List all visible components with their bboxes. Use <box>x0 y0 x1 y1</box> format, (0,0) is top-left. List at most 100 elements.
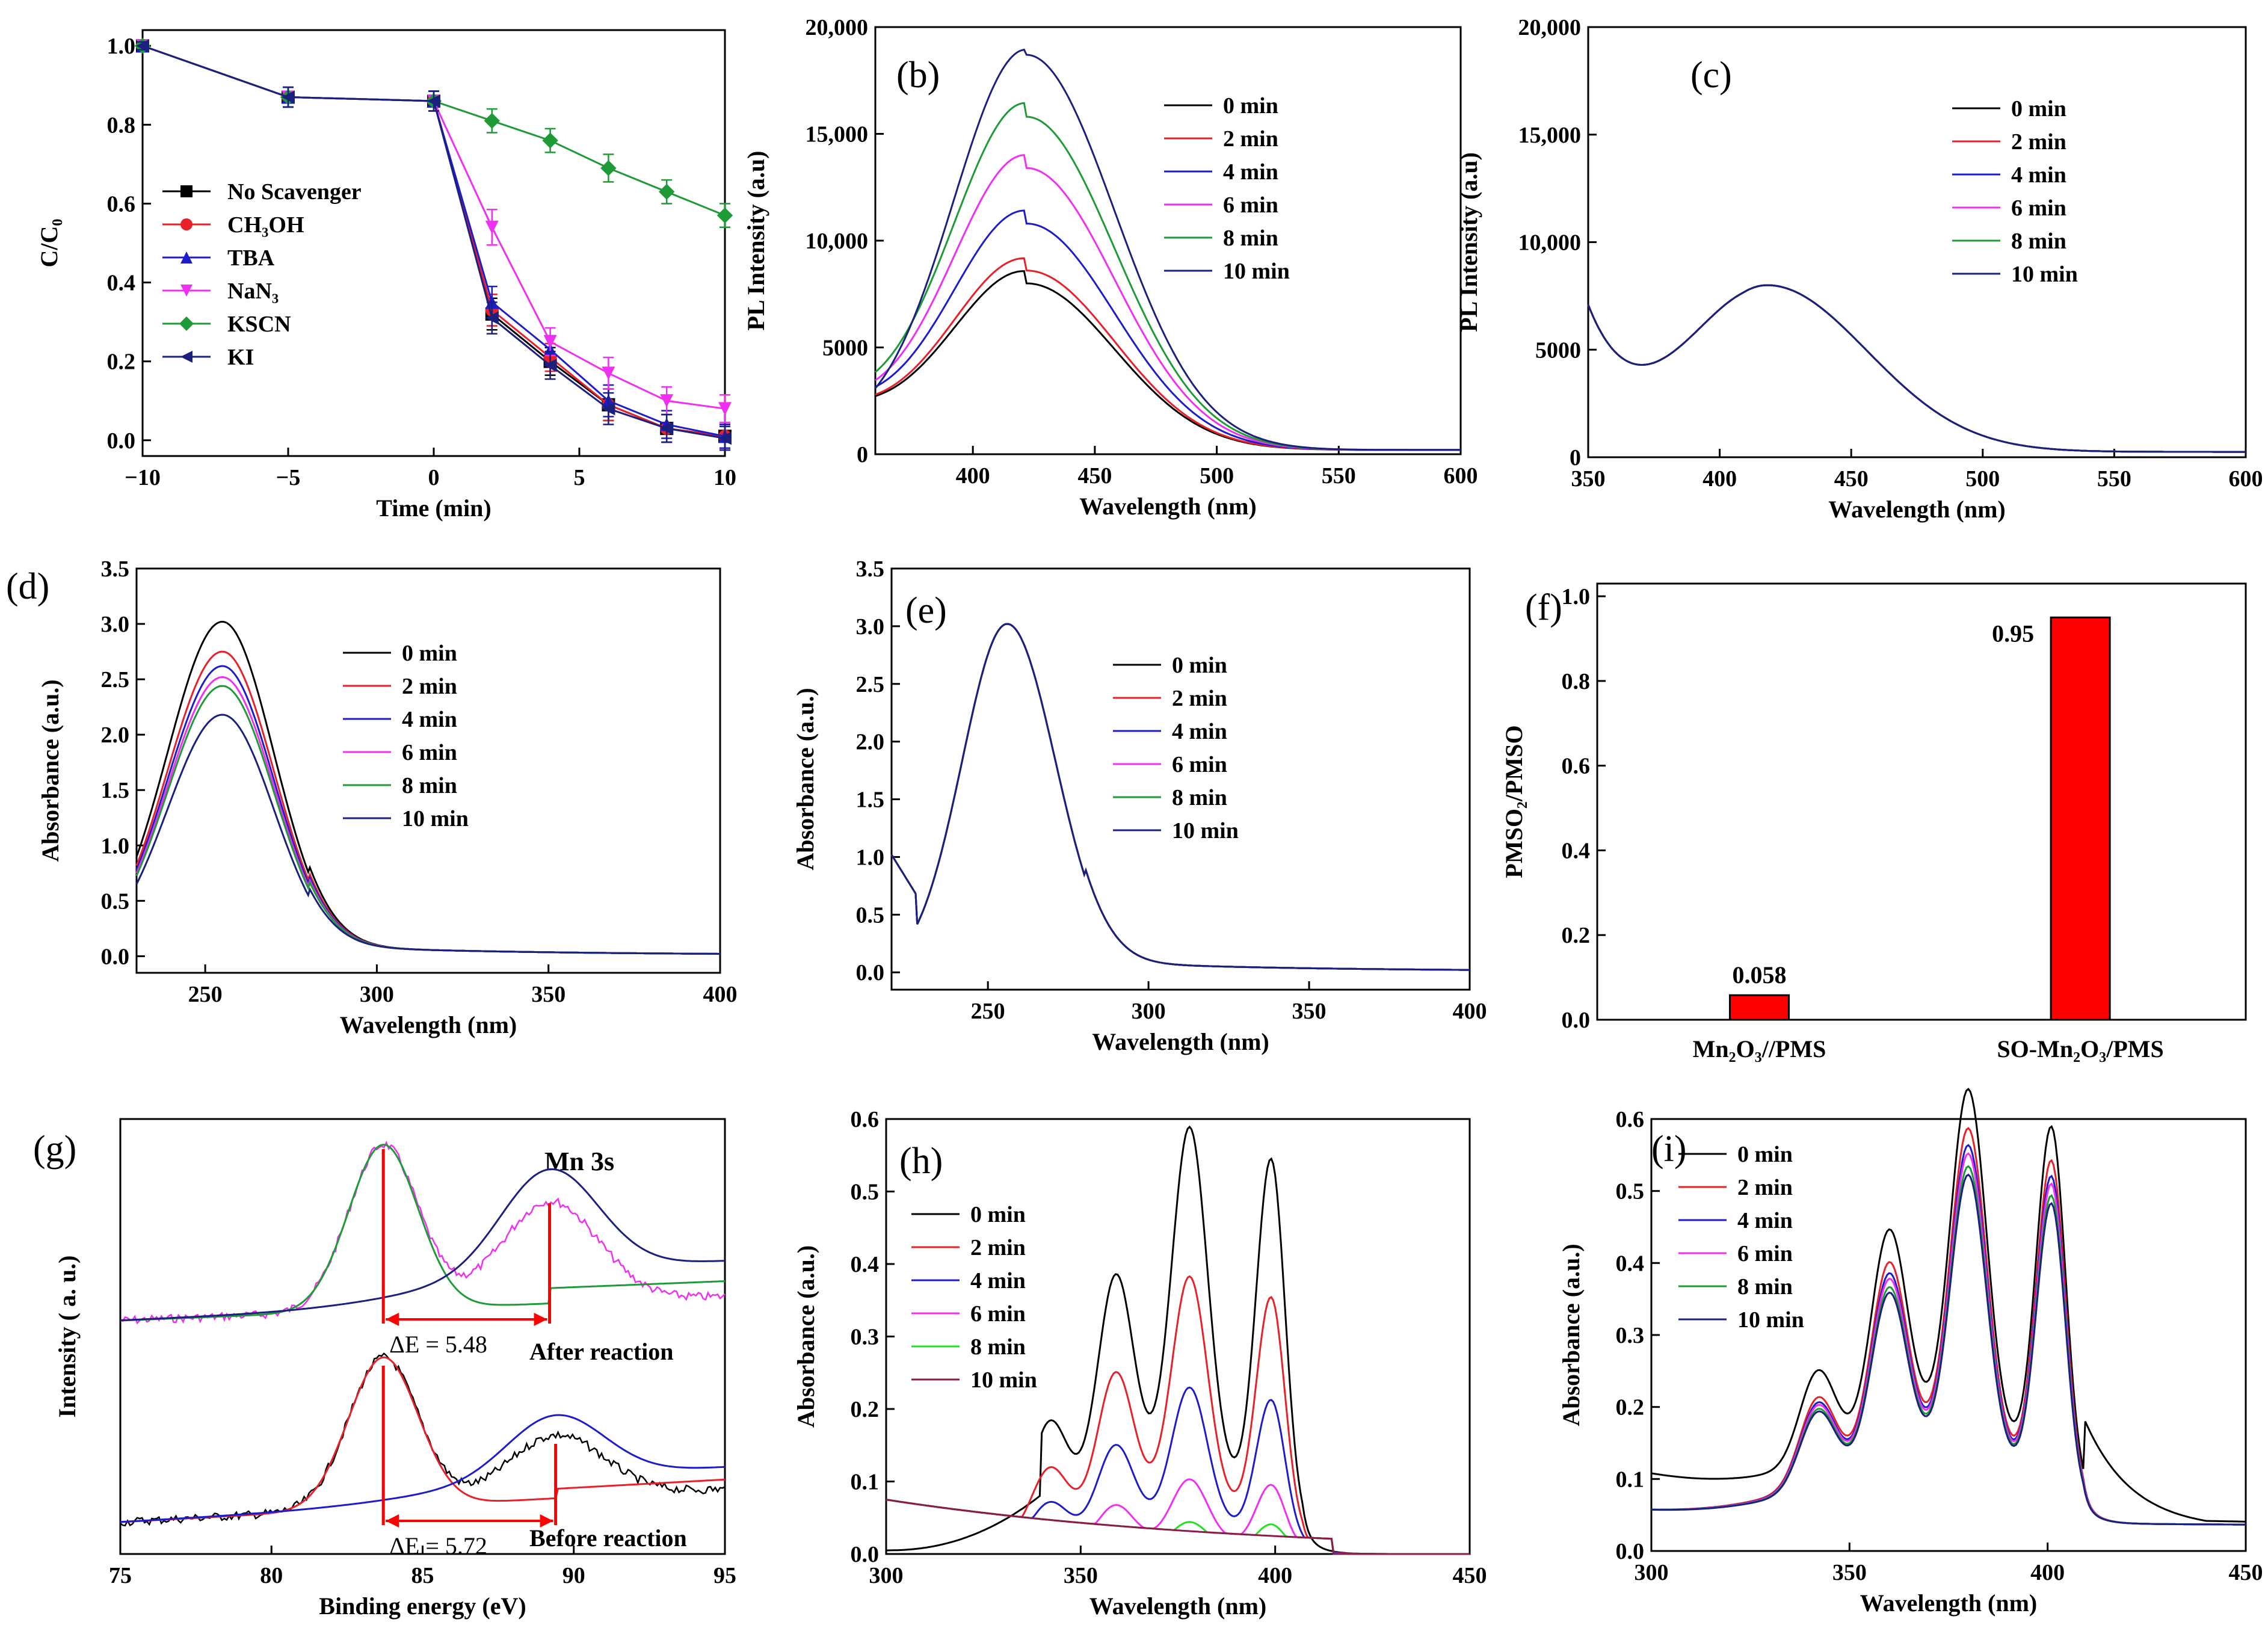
x-tick-label: 95 <box>713 1563 736 1588</box>
bar-value-label: 0.95 <box>1992 620 2034 647</box>
y-tick-label: 3.0 <box>856 614 885 640</box>
data-point-ki <box>485 311 499 325</box>
legend-label-2-min: 2 min <box>1172 686 1227 711</box>
x-tick-label: 400 <box>1703 466 1737 492</box>
data-point-nan <box>718 402 732 416</box>
bar-so-mn-o-pms <box>2050 616 2111 1021</box>
panel-a-c-over-c0-vs-time: −10 −5 0 5 10 0.0 0.2 0.4 0.6 0.8 1.0 Time (min) C/C… <box>35 29 736 522</box>
x-axis-label: Time (min) <box>376 495 491 522</box>
legend-marker-nan <box>180 285 193 297</box>
x-category-label: SO-Mn₂O₃/PMS <box>1997 1035 2163 1062</box>
y-tick-label: 15,000 <box>806 122 869 147</box>
y-tick-label: 0.0 <box>856 960 885 985</box>
x-tick-label: 80 <box>260 1563 283 1588</box>
panel-label: (c) <box>1690 55 1732 96</box>
data-point-nan <box>602 366 615 380</box>
panel-d-absorbance: 250 300 350 400 0.0 0.5 1.0 1.5 2.0 2.5 3.0 3.5 Wave… <box>6 556 738 1038</box>
y-tick-label: 0.0 <box>851 1542 880 1567</box>
series-line-6-min <box>886 1478 1470 1555</box>
legend-label-2-min: 2 min <box>970 1235 1026 1260</box>
y-tick-label: 0.0 <box>101 944 130 969</box>
legend-label-nan: NaN₃ <box>227 279 279 304</box>
legend-label-tba: TBA <box>227 245 275 271</box>
y-tick-label: 0 <box>1570 445 1581 470</box>
y-tick-label: 20,000 <box>1518 15 1582 40</box>
x-tick-label: −5 <box>276 465 301 490</box>
y-tick-label: 5000 <box>1535 338 1581 363</box>
y-tick-label: 0.6 <box>851 1107 880 1132</box>
y-axis-label: Absorbance (a.u.) <box>792 688 819 870</box>
x-tick-label: 350 <box>1832 1560 1867 1585</box>
y-tick-label: 0.2 <box>107 350 136 375</box>
y-axis-label: Absorbance (a.u.) <box>37 679 64 862</box>
delta-e-label: ΔE = 5.48 <box>389 1331 487 1358</box>
x-tick-label: 400 <box>1453 999 1487 1024</box>
y-tick-label: 2.0 <box>856 730 885 755</box>
x-axis-label: Wavelength (nm) <box>1092 1028 1269 1055</box>
x-axis-label: Wavelength (nm) <box>1089 1592 1266 1620</box>
y-tick-label: 20,000 <box>806 15 869 40</box>
data-point-ki <box>427 94 440 108</box>
bar-value-label: 0.058 <box>1733 961 1787 988</box>
series-line-6-min <box>1587 284 2246 453</box>
delta-arrow-head <box>386 1514 399 1528</box>
x-tick-label: 75 <box>109 1563 132 1588</box>
delta-arrow-head <box>540 1514 553 1528</box>
data-point-kscn <box>600 160 617 176</box>
legend-label-ki: KI <box>227 345 254 370</box>
series-line-10-min <box>1587 284 2246 453</box>
xps-raw-after-reaction <box>120 1140 726 1325</box>
legend-label-6-min: 6 min <box>970 1301 1026 1327</box>
delta-arrow-head <box>386 1313 399 1326</box>
x-tick-label: 250 <box>971 999 1005 1024</box>
xps-fit-peak1-before-reaction <box>120 1356 726 1523</box>
panel-f-bar-chart: 0.0 0.2 0.4 0.6 0.8 1.0 PMSO₂/PMSO Mn₂O₃//PMS SO… <box>1500 582 2247 1062</box>
legend-label-0-min: 0 min <box>1223 93 1278 119</box>
legend-marker-ki <box>180 351 193 363</box>
legend-label-10-min: 10 min <box>402 806 469 831</box>
y-tick-label: 2.5 <box>856 672 885 697</box>
y-tick-label: 0.8 <box>1562 669 1591 694</box>
x-tick-label: 400 <box>703 982 738 1007</box>
x-tick-label: 450 <box>2229 1560 2263 1585</box>
legend-label-0-min: 0 min <box>1172 653 1227 678</box>
legend-label-4-min: 4 min <box>2011 162 2066 188</box>
x-tick-label: 400 <box>1258 1563 1292 1588</box>
panel-label: (b) <box>896 55 940 96</box>
x-tick-label: 550 <box>1322 463 1356 489</box>
y-axis-label: PL Intensity (a.u) <box>742 151 769 331</box>
data-point-nan <box>485 220 499 234</box>
x-tick-label: 350 <box>1064 1563 1098 1588</box>
plot-frame <box>890 567 1471 991</box>
spectrum-label-before-reaction: Before reaction <box>529 1525 687 1552</box>
y-tick-label: 1.0 <box>107 34 136 59</box>
x-tick-label: 400 <box>956 463 990 489</box>
legend-label-4-min: 4 min <box>1223 159 1278 185</box>
spectrum-label-after-reaction: After reaction <box>529 1338 674 1365</box>
y-tick-label: 0.0 <box>1562 1008 1591 1033</box>
x-category-label: Mn₂O₃//PMS <box>1693 1035 1826 1062</box>
data-point-ki <box>282 90 295 104</box>
y-tick-label: 1.5 <box>101 778 130 803</box>
x-axis-label: Wavelength (nm) <box>340 1011 517 1038</box>
panel-i-absorbance: 300 350 400 450 0.0 0.1 0.2 0.3 0.4 0.5 0.6 Wavelen… <box>1558 1088 2263 1617</box>
plot-frame <box>1596 582 2247 1021</box>
panel-title: Mn 3s <box>544 1147 614 1176</box>
panel-label: (g) <box>33 1129 76 1170</box>
series-line-10-min <box>135 714 720 955</box>
panel-g-mn3s-xps: 75 80 85 90 95 Binding energy (eV) Intensity (… <box>33 1118 736 1620</box>
legend-label-4-min: 4 min <box>1737 1208 1793 1233</box>
legend-marker-ch-oh <box>180 218 193 230</box>
legend-marker-tba <box>180 251 193 264</box>
y-tick-label: 3.5 <box>101 556 130 582</box>
legend-label-2-min: 2 min <box>2011 129 2066 155</box>
legend-label-0-min: 0 min <box>2011 96 2066 122</box>
y-tick-label: 0.3 <box>1616 1323 1645 1348</box>
legend-label-no-scavenger: No Scavenger <box>227 179 362 205</box>
y-tick-label: 0.8 <box>107 113 136 138</box>
panel-label: (h) <box>899 1141 943 1182</box>
delta-arrow-head <box>534 1313 547 1326</box>
y-axis-label: Absorbance (a.u.) <box>1558 1244 1585 1426</box>
series-line-10-min <box>886 1499 1470 1555</box>
